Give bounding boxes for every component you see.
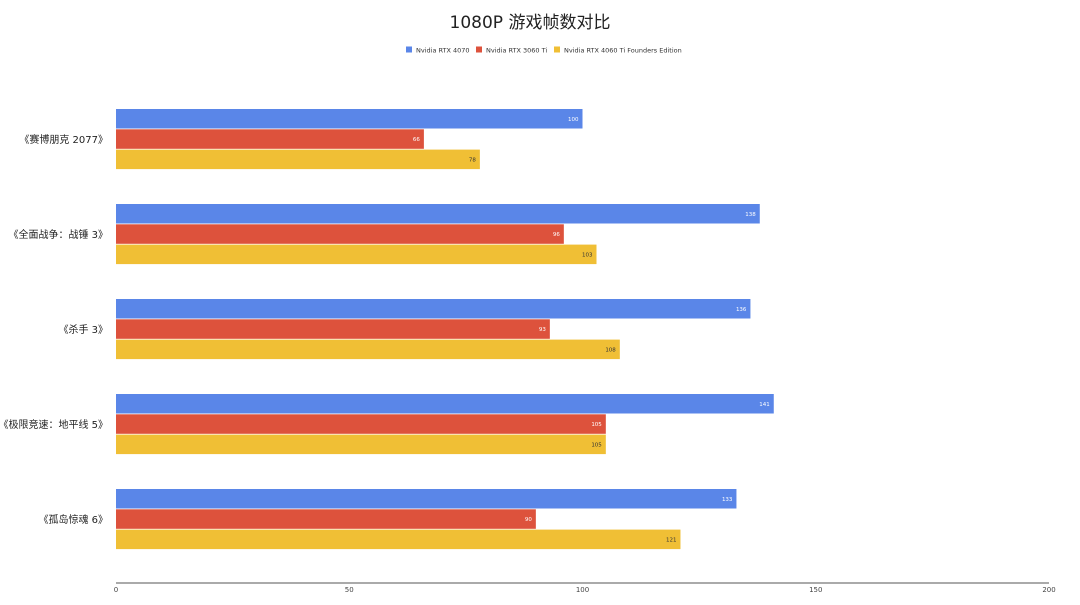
- bar-value-label: 100: [568, 117, 579, 123]
- legend-label: Nvidia RTX 3060 Ti: [486, 47, 547, 55]
- bar-value-label: 136: [736, 307, 747, 313]
- legend-swatch: [554, 46, 560, 53]
- x-axis: 0 50 100 150 200: [114, 582, 1056, 594]
- bar: [116, 414, 606, 434]
- bar-value-label: 90: [525, 517, 532, 523]
- legend-label: Nvidia RTX 4070: [416, 47, 470, 55]
- bar-value-label: 121: [666, 537, 677, 543]
- legend-swatch: [476, 46, 482, 53]
- bars-group: 100 66 78 138 96 103 136 93 108 141 105 105 133 90 121: [116, 109, 774, 550]
- legend-label: Nvidia RTX 4060 Ti Founders Edition: [564, 47, 682, 55]
- bar-value-label: 108: [605, 347, 616, 353]
- bar: [116, 434, 606, 455]
- x-tick-label: 50: [345, 586, 354, 594]
- bar: [116, 129, 424, 149]
- bar: [116, 339, 620, 360]
- bar: [116, 224, 564, 244]
- bar: [116, 299, 751, 319]
- bar: [116, 149, 480, 170]
- category-label: 《孤岛惊魂 6》: [38, 513, 108, 526]
- legend: Nvidia RTX 4070 Nvidia RTX 3060 Ti Nvidia …: [406, 46, 682, 55]
- category-label: 《赛博朋克 2077》: [19, 133, 108, 146]
- chart-title: 1080P 游戏帧数对比: [450, 13, 611, 33]
- bar-value-label: 138: [745, 212, 756, 218]
- bar: [116, 489, 737, 509]
- x-tick-label: 150: [809, 586, 822, 594]
- bar-value-label: 133: [722, 497, 733, 503]
- legend-swatch: [406, 46, 412, 53]
- x-tick-label: 200: [1042, 586, 1055, 594]
- bar-value-label: 103: [582, 252, 593, 258]
- bar-value-label: 105: [591, 422, 602, 428]
- bar-value-label: 66: [413, 137, 420, 143]
- bar: [116, 109, 583, 129]
- bar-value-label: 141: [759, 402, 770, 408]
- bar-value-label: 93: [539, 327, 546, 333]
- bar: [116, 394, 774, 414]
- x-tick-label: 0: [114, 586, 118, 594]
- bar: [116, 509, 536, 529]
- bar: [116, 529, 681, 550]
- category-label: 《杀手 3》: [58, 323, 108, 336]
- bar-value-label: 96: [553, 232, 560, 238]
- category-label: 《极限竞速：地平线 5》: [0, 418, 108, 431]
- bar: [116, 244, 597, 265]
- x-tick-label: 100: [576, 586, 589, 594]
- category-labels: 《赛博朋克 2077》《全面战争：战锤 3》《杀手 3》《极限竞速：地平线 5》…: [0, 133, 108, 526]
- bar-value-label: 105: [591, 442, 602, 448]
- bar-value-label: 78: [469, 157, 476, 163]
- bar: [116, 319, 550, 339]
- category-label: 《全面战争：战锤 3》: [8, 228, 108, 241]
- bar: [116, 204, 760, 224]
